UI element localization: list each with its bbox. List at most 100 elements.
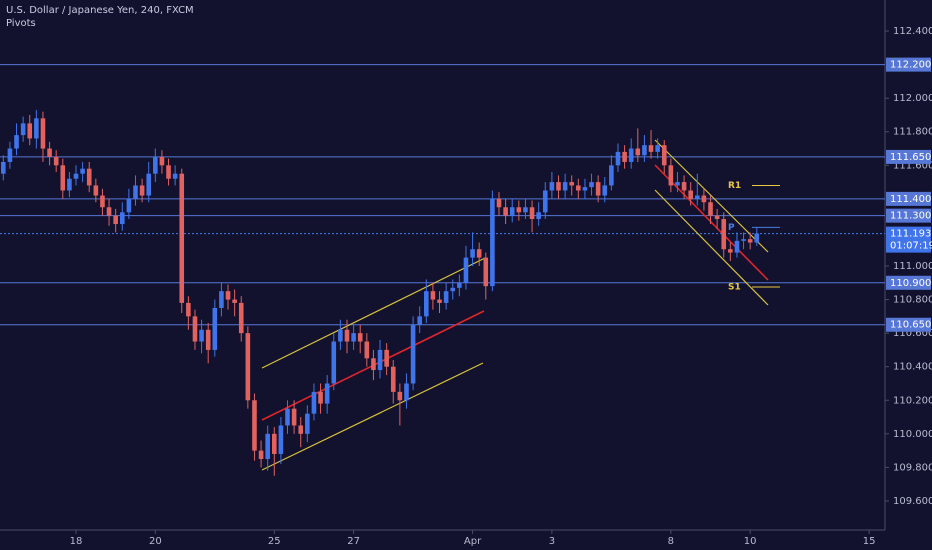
candle-body bbox=[503, 207, 508, 216]
channel-upper bbox=[261, 257, 486, 369]
candle-body bbox=[27, 123, 33, 139]
candle-body bbox=[324, 383, 330, 404]
candle-body bbox=[681, 182, 687, 191]
x-tick-label: 10 bbox=[744, 536, 757, 547]
candle-body bbox=[714, 215, 720, 220]
candle-body bbox=[318, 391, 323, 404]
x-tick-label: 25 bbox=[268, 536, 281, 547]
candle-body bbox=[404, 383, 409, 401]
candle-body bbox=[549, 182, 555, 191]
last-price-box bbox=[886, 226, 931, 253]
candle-body bbox=[529, 207, 535, 220]
candle-body bbox=[417, 316, 422, 325]
candle-body bbox=[562, 182, 568, 191]
candle-body bbox=[40, 118, 46, 149]
candle-body bbox=[47, 148, 52, 157]
candle-body bbox=[609, 165, 614, 186]
candle-body bbox=[470, 249, 475, 258]
x-tick-label: 8 bbox=[668, 536, 674, 547]
candle-body bbox=[285, 408, 290, 426]
price-axis bbox=[885, 0, 932, 550]
candle-body bbox=[509, 207, 515, 216]
candle-body bbox=[205, 329, 211, 350]
x-tick-label: 15 bbox=[863, 536, 876, 547]
candle-body bbox=[159, 156, 165, 166]
candle-body bbox=[523, 207, 528, 213]
candle-body bbox=[582, 187, 588, 191]
candle-body bbox=[377, 349, 383, 371]
candle-body bbox=[701, 195, 707, 203]
candle-body bbox=[238, 302, 244, 334]
candle-body bbox=[688, 190, 693, 199]
candle-body bbox=[331, 341, 337, 384]
candle-body bbox=[133, 185, 138, 199]
level-label: 111.400 bbox=[890, 194, 931, 205]
channel-lower bbox=[654, 189, 769, 306]
x-tick-label: 18 bbox=[70, 536, 83, 547]
x-tick-label: 20 bbox=[149, 536, 162, 547]
candle-body bbox=[351, 333, 356, 342]
candle-body bbox=[675, 182, 680, 186]
candle-body bbox=[344, 329, 350, 342]
candle-body bbox=[655, 145, 660, 152]
candle-body bbox=[53, 156, 59, 166]
level-label: 110.650 bbox=[890, 320, 931, 331]
candle-body bbox=[20, 123, 26, 136]
candle-body bbox=[661, 145, 667, 166]
pivot-label: S1 bbox=[728, 282, 741, 292]
candle-body bbox=[7, 148, 13, 162]
channel-upper bbox=[654, 139, 769, 253]
trend-lines bbox=[261, 139, 769, 471]
candle-body bbox=[166, 165, 171, 179]
candle-body bbox=[602, 185, 608, 196]
candle-body bbox=[437, 299, 442, 303]
y-tick-label: 111.800 bbox=[893, 127, 932, 138]
candle-body bbox=[430, 291, 436, 300]
candle-body bbox=[265, 433, 270, 460]
level-label-box bbox=[886, 208, 931, 223]
candle-body bbox=[390, 366, 396, 392]
candle-body bbox=[100, 195, 105, 208]
candle-body bbox=[258, 450, 264, 460]
candle-body bbox=[278, 425, 284, 454]
pivot-label: R1 bbox=[728, 181, 741, 191]
candle-body bbox=[615, 151, 621, 166]
candle-body bbox=[589, 182, 594, 188]
candle-body bbox=[271, 433, 277, 454]
candle-body bbox=[139, 185, 145, 196]
candle-body bbox=[384, 349, 389, 367]
indicator-name: Pivots bbox=[6, 18, 36, 29]
candle-body bbox=[490, 198, 495, 287]
candle-body bbox=[1, 161, 6, 174]
y-tick-label: 110.800 bbox=[893, 295, 932, 306]
candle-body bbox=[298, 425, 304, 434]
candle-body bbox=[450, 287, 456, 292]
candle-body bbox=[457, 282, 462, 288]
level-label-box bbox=[886, 57, 931, 72]
candle-body bbox=[476, 249, 482, 258]
level-label: 112.200 bbox=[890, 60, 931, 71]
candle-body bbox=[219, 291, 224, 308]
channel-mid bbox=[654, 164, 769, 281]
pivot-label: P bbox=[728, 223, 735, 233]
candle-body bbox=[153, 156, 158, 174]
candle-body bbox=[708, 202, 713, 216]
candle-body bbox=[424, 291, 429, 317]
candle-body bbox=[80, 168, 85, 174]
x-tick-label: 27 bbox=[347, 536, 360, 547]
candle-body bbox=[199, 329, 204, 342]
level-label-box bbox=[886, 317, 931, 332]
candle-body bbox=[463, 257, 469, 283]
y-tick-label: 112.400 bbox=[893, 26, 932, 37]
candle-body bbox=[186, 302, 191, 317]
candle-body bbox=[668, 165, 674, 186]
candle-body bbox=[34, 118, 39, 139]
candle-body bbox=[73, 173, 79, 179]
y-tick-label: 112.000 bbox=[893, 93, 932, 104]
candle-body bbox=[410, 324, 416, 384]
level-label-box bbox=[886, 149, 931, 164]
candle-body bbox=[14, 135, 19, 149]
y-tick-label: 110.400 bbox=[893, 362, 932, 373]
candle-body bbox=[146, 173, 152, 196]
